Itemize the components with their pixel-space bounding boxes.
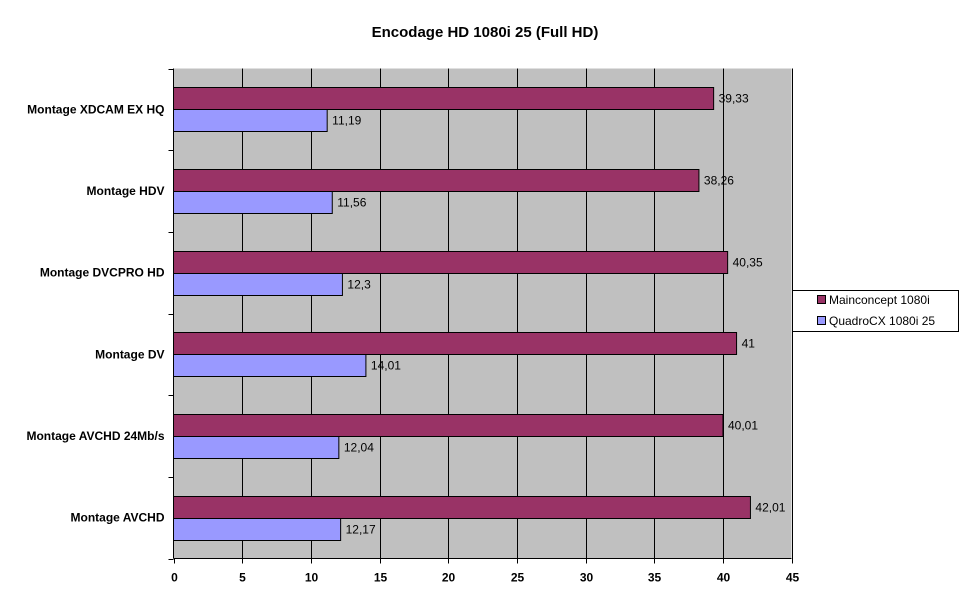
data-label: 40,35 bbox=[733, 256, 763, 270]
bar-quadrocx bbox=[173, 109, 328, 132]
y-category-label: Montage HDV bbox=[87, 184, 165, 198]
data-label: 42,01 bbox=[755, 501, 785, 515]
data-label: 41 bbox=[742, 337, 756, 351]
y-category-label: Montage XDCAM EX HQ bbox=[27, 102, 164, 116]
x-tick-label: 25 bbox=[511, 571, 525, 585]
y-category-label: Montage AVCHD 24Mb/s bbox=[26, 429, 164, 443]
bar-quadrocx bbox=[173, 354, 367, 377]
x-tick-label: 0 bbox=[171, 571, 178, 585]
bar-quadrocx bbox=[173, 191, 333, 214]
x-tick-label: 20 bbox=[442, 571, 456, 585]
data-label: 12,3 bbox=[347, 278, 371, 292]
bar-mainconcept bbox=[173, 169, 700, 192]
bar-quadrocx bbox=[173, 518, 342, 541]
y-category-label: Montage DVCPRO HD bbox=[40, 266, 165, 280]
bar-quadrocx bbox=[173, 436, 340, 459]
x-tick-label: 15 bbox=[374, 571, 388, 585]
x-tick-label: 10 bbox=[305, 571, 319, 585]
x-tick-label: 40 bbox=[717, 571, 731, 585]
bar-mainconcept bbox=[173, 251, 729, 274]
y-category-label: Montage DV bbox=[95, 347, 164, 361]
x-tick-label: 30 bbox=[580, 571, 594, 585]
x-tick-label: 5 bbox=[239, 571, 246, 585]
legend-label-mainconcept: Mainconcept 1080i bbox=[829, 293, 930, 307]
data-label: 11,56 bbox=[337, 196, 366, 210]
x-tick-label: 35 bbox=[648, 571, 662, 585]
y-category-label: Montage AVCHD bbox=[71, 511, 165, 525]
legend-swatch-quadrocx bbox=[817, 316, 826, 325]
data-label: 12,04 bbox=[344, 441, 374, 455]
bar-mainconcept bbox=[173, 332, 738, 355]
data-label: 39,33 bbox=[719, 92, 749, 106]
legend-label-quadrocx: QuadroCX 1080i 25 bbox=[829, 314, 935, 328]
chart-title: Encodage HD 1080i 25 (Full HD) bbox=[372, 24, 599, 41]
bar-mainconcept bbox=[173, 87, 715, 110]
plot-area bbox=[173, 68, 792, 559]
legend-swatch-mainconcept bbox=[817, 295, 826, 304]
data-label: 38,26 bbox=[704, 174, 734, 188]
bar-quadrocx bbox=[173, 273, 343, 296]
bar-mainconcept bbox=[173, 496, 751, 519]
data-label: 11,19 bbox=[332, 114, 361, 128]
legend: Mainconcept 1080i QuadroCX 1080i 25 bbox=[792, 290, 959, 332]
data-label: 12,17 bbox=[346, 523, 376, 537]
data-label: 14,01 bbox=[371, 359, 401, 373]
data-label: 40,01 bbox=[728, 419, 758, 433]
x-tick-label: 45 bbox=[786, 571, 800, 585]
bar-mainconcept bbox=[173, 414, 724, 437]
